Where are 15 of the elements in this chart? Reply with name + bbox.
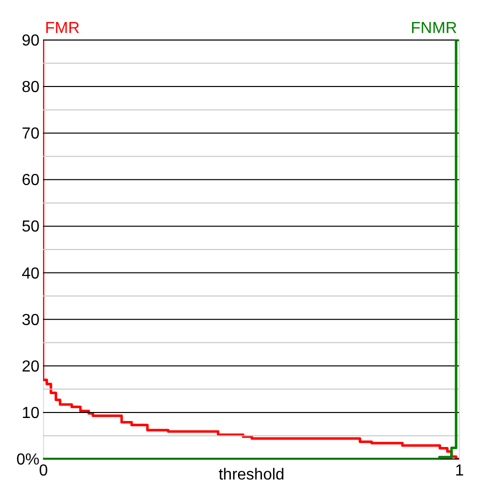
- x-tick-label: 0: [39, 462, 48, 480]
- y-tick-label: 0%: [16, 452, 40, 468]
- y-tick-label: 40: [22, 265, 40, 282]
- y-tick-label: 20: [22, 358, 40, 376]
- series-label: FNMR: [410, 20, 457, 37]
- y-tick-label: 10: [22, 404, 40, 422]
- x-tick-label: 1: [455, 462, 464, 480]
- y-tick-label: 50: [22, 218, 40, 236]
- y-tick-label: 90: [22, 32, 40, 50]
- series-label: FMR: [45, 20, 80, 37]
- x-axis-title: threshold: [218, 466, 284, 484]
- y-tick-label: 70: [22, 126, 40, 143]
- y-tick-label: 80: [22, 79, 40, 96]
- y-tick-label: 30: [22, 312, 40, 329]
- y-tick-label: 60: [22, 172, 40, 190]
